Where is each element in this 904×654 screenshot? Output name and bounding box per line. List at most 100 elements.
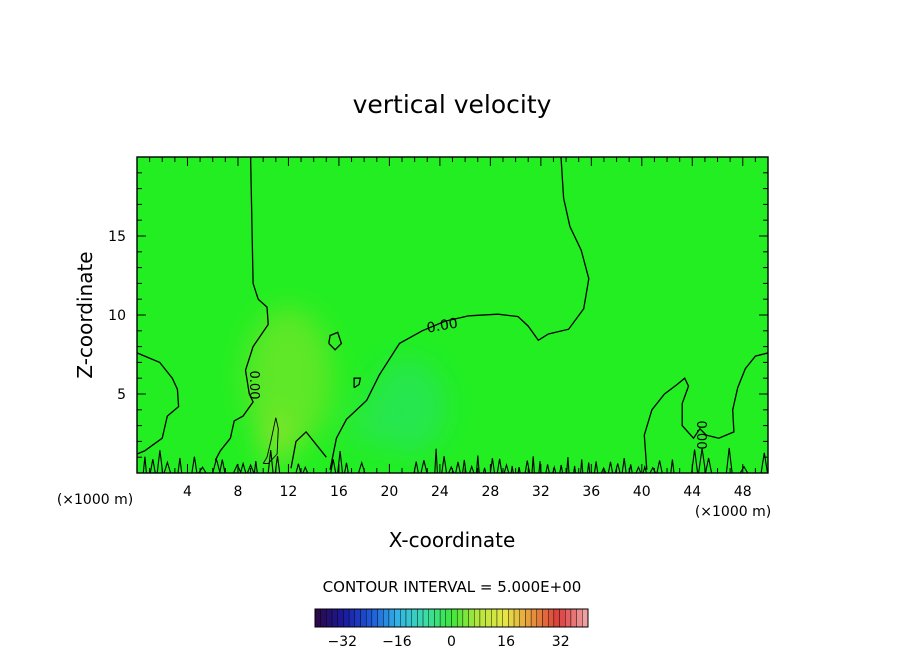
colorbar-swatch bbox=[360, 608, 367, 628]
zero-contour bbox=[328, 331, 343, 351]
contour-interval-text: CONTOUR INTERVAL = 5.000E+00 bbox=[323, 578, 582, 596]
surface-cell bbox=[628, 464, 633, 473]
surface-cell bbox=[156, 450, 164, 473]
field-background bbox=[137, 157, 768, 473]
colorbar-swatch bbox=[513, 608, 520, 628]
surface-cell bbox=[635, 465, 642, 473]
colorbar-swatch bbox=[508, 608, 515, 628]
surface-cell bbox=[531, 456, 535, 473]
colorbar-tick-label: 32 bbox=[552, 634, 570, 650]
colorbar-swatch bbox=[553, 608, 560, 628]
surface-cell bbox=[142, 456, 147, 473]
x-tick-label: 36 bbox=[582, 484, 600, 500]
surface-contour-noise bbox=[142, 447, 768, 473]
surface-cell bbox=[725, 447, 733, 473]
x-tick-label: 28 bbox=[481, 484, 499, 500]
surface-cell bbox=[621, 458, 627, 473]
colorbar-swatch bbox=[565, 608, 572, 628]
surface-cell bbox=[344, 462, 349, 473]
surface-cell bbox=[482, 467, 487, 473]
colorbar-frame bbox=[314, 608, 589, 628]
surface-cell bbox=[149, 459, 156, 473]
surface-cell bbox=[233, 463, 242, 473]
positive-contour bbox=[262, 417, 279, 464]
colorbar-swatch bbox=[428, 608, 435, 628]
surface-cell bbox=[455, 461, 461, 473]
colorbar-swatch bbox=[491, 608, 498, 628]
colorbar-swatch bbox=[365, 608, 373, 628]
velocity-anomalies bbox=[244, 307, 447, 470]
colorbar-swatch bbox=[530, 608, 538, 628]
x-tick-label: 24 bbox=[431, 484, 449, 500]
x-tick-label: 40 bbox=[633, 484, 651, 500]
surface-cell bbox=[441, 456, 448, 473]
colorbar-swatch bbox=[337, 608, 344, 628]
colorbar-swatch bbox=[474, 608, 481, 628]
colorbar-swatch bbox=[314, 608, 321, 628]
x-tick-label: 20 bbox=[380, 484, 398, 500]
colorbar-swatch bbox=[411, 608, 418, 628]
colorbar-swatch bbox=[496, 608, 503, 628]
anomaly-blob bbox=[244, 307, 333, 450]
colorbar-swatch bbox=[354, 608, 361, 628]
chart-title: vertical velocity bbox=[353, 90, 552, 119]
colorbar-swatch bbox=[559, 608, 566, 628]
surface-cell bbox=[517, 467, 521, 473]
x-axis-label: X-coordinate bbox=[389, 528, 516, 552]
colorbar-swatch bbox=[576, 608, 583, 628]
colorbar-tick-label: −16 bbox=[382, 634, 412, 650]
colorbar-swatch bbox=[479, 608, 486, 628]
surface-cell bbox=[295, 463, 302, 473]
colorbar-swatch bbox=[400, 608, 407, 628]
x-tick-label: 12 bbox=[280, 484, 298, 500]
surface-cell bbox=[566, 456, 570, 473]
colorbar-swatch bbox=[417, 608, 424, 628]
colorbar-swatch bbox=[536, 608, 543, 628]
surface-cell bbox=[545, 464, 550, 473]
colorbar-swatch bbox=[570, 608, 577, 628]
colorbar-tick-label: 0 bbox=[447, 634, 456, 650]
colorbar-swatch bbox=[326, 608, 333, 628]
colorbar-swatch bbox=[394, 608, 401, 628]
x-tick-labels: 4 8 12 16 20 24 28 32 36 40 44 48 bbox=[183, 484, 752, 500]
colorbar: −32 −16 0 16 32 bbox=[314, 608, 589, 650]
y-tick-label: 5 bbox=[117, 387, 126, 403]
surface-cell bbox=[330, 459, 337, 473]
axis-ticks bbox=[137, 157, 768, 473]
colorbar-swatch bbox=[331, 608, 338, 628]
x-tick-label: 4 bbox=[183, 484, 192, 500]
surface-cell bbox=[246, 463, 255, 473]
surface-cell bbox=[607, 461, 614, 473]
colorbar-swatch bbox=[468, 608, 475, 628]
colorbar-swatch bbox=[371, 608, 378, 628]
colorbar-swatch bbox=[343, 608, 350, 628]
anomaly-blob bbox=[260, 412, 291, 470]
colorbar-swatch bbox=[383, 608, 390, 628]
x-tick-label: 44 bbox=[683, 484, 701, 500]
colorbar-swatch bbox=[451, 608, 458, 628]
surface-cell bbox=[253, 461, 258, 473]
surface-cell bbox=[503, 463, 510, 473]
x-unit-right: (×1000 m) bbox=[695, 504, 771, 520]
contour-label-main: 0.00 bbox=[426, 315, 459, 336]
colorbar-swatch bbox=[456, 608, 464, 628]
colorbar-tick-label: 16 bbox=[497, 634, 515, 650]
colorbar-swatch bbox=[519, 608, 526, 628]
colorbar-swatch bbox=[547, 608, 555, 628]
colorbar-tick-labels: −32 −16 0 16 32 bbox=[328, 634, 570, 650]
x-tick-label: 48 bbox=[734, 484, 752, 500]
surface-cell bbox=[580, 459, 584, 473]
x-tick-label: 16 bbox=[330, 484, 348, 500]
surface-cell bbox=[670, 459, 675, 473]
contour-label-right: 0.00 bbox=[693, 421, 708, 450]
colorbar-swatch bbox=[434, 608, 441, 628]
surface-cell bbox=[739, 465, 749, 473]
surface-cell bbox=[420, 460, 428, 473]
colorbar-swatch bbox=[405, 608, 412, 628]
surface-cell bbox=[496, 458, 503, 473]
colorbar-swatch bbox=[582, 608, 589, 628]
surface-cell bbox=[302, 465, 309, 473]
zero-contour bbox=[643, 352, 768, 470]
zero-contour bbox=[329, 157, 590, 470]
